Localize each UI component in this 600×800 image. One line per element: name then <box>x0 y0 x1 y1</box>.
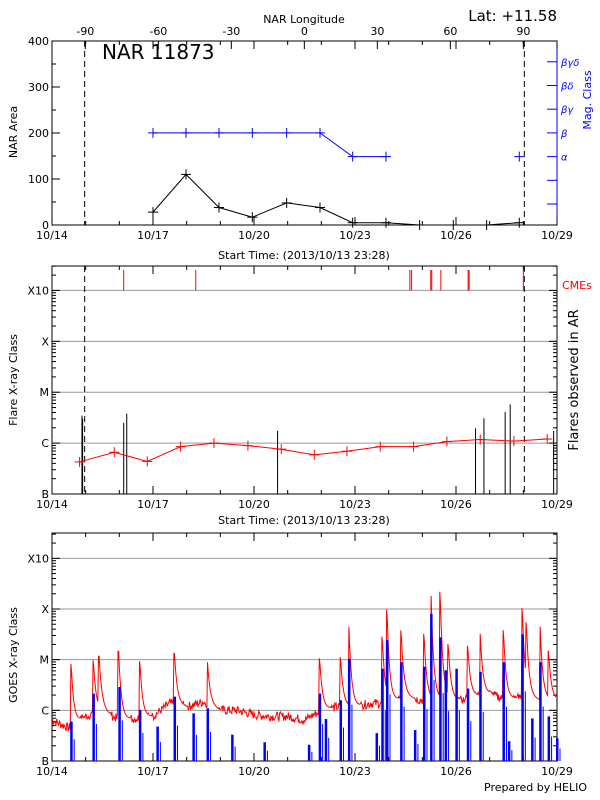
nar-longitude-label: NAR Longitude <box>263 13 345 26</box>
goes-short-channel-spike <box>156 726 159 761</box>
start-time-label-top: Start Time: (2013/10/13 23:28) <box>218 249 390 262</box>
goes-short-channel-spike <box>444 670 448 761</box>
area-y-tick-label: 300 <box>28 81 49 94</box>
goes-short-channel-spike <box>531 718 534 761</box>
goes-short-channel-spike <box>455 668 458 761</box>
goes-short-channel-spike <box>307 744 311 761</box>
goes-short-channel-spike <box>92 693 95 761</box>
mag-class-tick-label: βγ <box>560 105 574 116</box>
goes-panel-x-tick-label: 10/23 <box>339 765 371 778</box>
goes-panel-y-tick-label: X <box>41 603 49 616</box>
goes-short-channel-spike <box>539 662 542 761</box>
mag-class-tick-label: β <box>560 129 568 140</box>
goes-panel-x-tick-label: 10/26 <box>440 765 472 778</box>
nar-area-axis-label: NAR Area <box>7 106 20 158</box>
flare-panel-x-tick-label: 10/29 <box>541 498 573 511</box>
goes-panel-frame <box>51 532 558 762</box>
goes-class-axis-label: GOES X-ray Class <box>7 607 20 703</box>
latitude-label: Lat: +11.58 <box>468 7 557 25</box>
goes-long-channel-line <box>51 591 558 732</box>
goes-short-channel-spike <box>400 662 403 761</box>
prepared-by-credit: Prepared by HELIO <box>484 781 587 794</box>
flare-panel-y-tick-label: C <box>41 437 49 450</box>
goes-short-channel-spike <box>547 716 551 761</box>
area-panel-x-tick-label: 10/23 <box>339 229 371 242</box>
area-panel-x-tick-label: 10/26 <box>440 229 472 242</box>
goes-short-channel-spike <box>423 666 426 761</box>
mag-class-tick-label: α <box>561 153 568 164</box>
goes-short-channel-spike <box>192 713 195 761</box>
longitude-tick-label: -30 <box>222 25 240 38</box>
flare-panel-y-tick-label: B <box>41 488 49 501</box>
start-time-label-middle: Start Time: (2013/10/13 23:28) <box>218 514 390 527</box>
goes-short-channel-spike <box>138 709 142 761</box>
goes-panel-x-tick-label: 10/20 <box>238 765 270 778</box>
mag-class-line <box>153 132 386 158</box>
goes-short-channel-spike <box>439 637 442 761</box>
goes-short-channel-spike <box>385 639 389 761</box>
goes-short-channel-spike <box>556 738 559 761</box>
flare-panel-y-tick-label: X <box>41 335 49 348</box>
nar-area-line <box>152 173 520 226</box>
goes-short-channel-spike <box>70 721 73 761</box>
goes-short-channel-spike <box>206 708 210 761</box>
goes-short-channel-spike <box>479 671 482 761</box>
goes-short-channel-spike <box>263 742 266 761</box>
plot-panels: 10/14 10/17 10/20 10/23 10/26 10/290100200300… <box>27 25 579 778</box>
area-y-tick-label: 0 <box>42 219 49 232</box>
goes-short-channel-spike <box>413 730 417 761</box>
flare-class-line <box>79 438 548 463</box>
goes-short-channel-spike <box>173 696 177 761</box>
flare-panel-x-tick-label: 10/26 <box>440 498 472 511</box>
area-y-tick-label: 100 <box>28 173 49 186</box>
longitude-tick-label: 0 <box>301 25 308 38</box>
longitude-tick-label: -90 <box>76 25 94 38</box>
goes-short-channel-spike <box>381 668 384 761</box>
goes-panel-y-tick-label: C <box>41 704 49 717</box>
goes-short-channel-spike <box>466 688 470 761</box>
goes-short-channel-spike <box>502 662 505 761</box>
longitude-tick-label: 30 <box>370 25 384 38</box>
flare-panel-x-tick-label: 10/14 <box>36 498 68 511</box>
area-y-tick-label: 400 <box>28 35 49 48</box>
goes-short-channel-spike <box>324 718 328 761</box>
goes-panel-x-tick-label: 10/17 <box>137 765 169 778</box>
longitude-tick-label: -60 <box>149 25 167 38</box>
flare-panel-y-tick-label: M <box>40 386 50 399</box>
cmes-label: CMEs <box>562 279 592 292</box>
flares-observed-label: Flares observed in AR <box>567 309 582 450</box>
mag-class-tick-label: βδ <box>560 82 574 93</box>
mag-class-axis-label: Mag. Class <box>581 70 594 129</box>
goes-short-channel-spike <box>507 741 511 761</box>
goes-short-channel-spike <box>430 614 433 761</box>
goes-panel-y-tick-label: B <box>41 755 49 768</box>
goes-panel-y-tick-label: M <box>40 654 50 667</box>
area-y-tick-label: 200 <box>28 127 49 140</box>
flare-class-axis-label: Flare X-ray Class <box>7 334 20 426</box>
area-panel-x-tick-label: 10/29 <box>541 229 573 242</box>
flare-panel-x-tick-label: 10/23 <box>339 498 371 511</box>
goes-panel-y-tick-label: X10 <box>27 552 49 565</box>
goes-short-channel-spike <box>231 734 234 761</box>
flare-panel-frame <box>51 265 558 495</box>
goes-panel-x-tick-label: 10/14 <box>36 765 68 778</box>
area-panel-x-tick-label: 10/20 <box>238 229 270 242</box>
goes-short-channel-spike <box>339 700 343 761</box>
goes-short-channel-spike <box>347 658 351 761</box>
flare-panel-x-tick-label: 10/17 <box>137 498 169 511</box>
area-panel-x-tick-label: 10/17 <box>137 229 169 242</box>
goes-short-channel-spike <box>375 733 379 761</box>
goes-panel-x-tick-label: 10/29 <box>541 765 573 778</box>
area-panel-x-tick-label: 10/14 <box>36 229 68 242</box>
goes-short-channel-spike <box>118 687 121 761</box>
flare-panel-y-tick-label: X10 <box>27 284 49 297</box>
mag-class-tick-label: βγδ <box>560 58 579 69</box>
goes-short-channel-spike <box>521 634 524 761</box>
flare-panel-x-tick-label: 10/20 <box>238 498 270 511</box>
longitude-tick-label: 90 <box>516 25 530 38</box>
longitude-tick-label: 60 <box>443 25 457 38</box>
goes-short-channel-spike <box>318 693 322 761</box>
